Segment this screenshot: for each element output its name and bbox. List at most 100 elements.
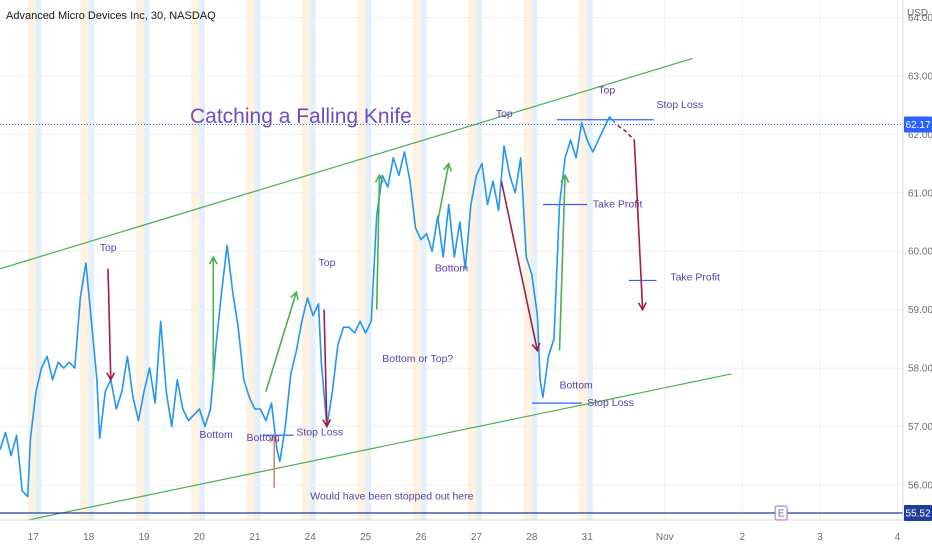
session-bands bbox=[27, 0, 593, 520]
session-band-blue bbox=[144, 0, 150, 520]
trend-arrow-head bbox=[560, 173, 570, 183]
y-tick-label: 62.00 bbox=[908, 130, 932, 141]
session-band-orange bbox=[191, 0, 200, 520]
annotation-label: Take Profit bbox=[593, 198, 643, 210]
session-band-blue bbox=[365, 0, 372, 520]
channel-lines bbox=[0, 57, 732, 527]
currency-label: USD bbox=[907, 8, 928, 19]
y-tick-label: 57.00 bbox=[908, 422, 932, 433]
x-tick-label: 26 bbox=[415, 532, 427, 543]
trend-arrow-shaft bbox=[436, 163, 450, 223]
earnings-event-label: E bbox=[778, 508, 785, 519]
annotation-label: Bottom bbox=[435, 263, 469, 275]
annotation-label: Take Profit bbox=[670, 271, 720, 283]
session-band-blue bbox=[531, 0, 538, 520]
session-band-blue bbox=[88, 0, 95, 520]
level-marks bbox=[0, 119, 903, 514]
grid-lines bbox=[0, 0, 903, 520]
session-band-blue bbox=[587, 0, 593, 520]
session-band-orange bbox=[468, 0, 477, 520]
x-tick-label: 2 bbox=[740, 532, 746, 543]
y-tick-label: 64.00 bbox=[908, 13, 932, 24]
annotation-label: Bottom or Top? bbox=[382, 353, 453, 365]
x-tick-label: 20 bbox=[194, 532, 206, 543]
x-tick-label: Nov bbox=[656, 532, 674, 543]
x-tick-label: 28 bbox=[526, 532, 538, 543]
annotation-label: Would have been stopped out here bbox=[310, 491, 473, 503]
trend-arrow-head bbox=[322, 419, 332, 429]
earnings-event-badge bbox=[774, 505, 788, 521]
x-tick-label: 27 bbox=[471, 532, 483, 543]
projection-dashed-line bbox=[617, 124, 635, 141]
price-series bbox=[0, 116, 616, 498]
session-band-blue bbox=[476, 0, 482, 520]
annotation-label: Top bbox=[319, 257, 336, 269]
session-band-orange bbox=[301, 0, 311, 520]
annotation-label: Top bbox=[598, 84, 615, 96]
trend-arrow-head bbox=[290, 290, 299, 301]
trend-arrow-shaft bbox=[265, 291, 298, 392]
time-axis-background bbox=[0, 520, 932, 550]
trend-arrow-head bbox=[269, 433, 279, 443]
price-axis-background bbox=[903, 0, 932, 550]
current-price-badge-bg bbox=[904, 116, 932, 133]
session-band-blue bbox=[199, 0, 205, 520]
session-band-orange bbox=[246, 0, 255, 520]
trend-arrow-head bbox=[374, 173, 384, 183]
trend-arrow-head bbox=[443, 161, 452, 172]
x-tick-label: 4 bbox=[895, 532, 901, 543]
trend-arrow-shaft bbox=[375, 175, 381, 310]
annotation-label: Stop Loss bbox=[656, 99, 703, 111]
current-price-badge: 62.17 bbox=[905, 120, 930, 131]
session-band-blue bbox=[310, 0, 316, 520]
x-tick-label: 3 bbox=[817, 532, 823, 543]
annotation-label: Top bbox=[100, 242, 117, 254]
chart-title: Catching a Falling Knife bbox=[190, 105, 412, 128]
session-band-blue bbox=[36, 0, 42, 520]
x-tick-label: 25 bbox=[360, 532, 372, 543]
trend-arrow-head bbox=[637, 302, 647, 312]
x-tick-label: 24 bbox=[305, 532, 317, 543]
annotation-label: Bottom bbox=[560, 380, 594, 392]
y-tick-label: 59.00 bbox=[908, 305, 932, 316]
session-band-orange bbox=[412, 0, 422, 520]
trend-arrow-shaft bbox=[633, 140, 644, 310]
trend-arrow-head bbox=[208, 255, 218, 265]
trend-arrow-head bbox=[106, 372, 116, 382]
annotation-label: Bottom bbox=[199, 429, 233, 441]
session-band-orange bbox=[27, 0, 37, 520]
channel-line bbox=[0, 57, 693, 270]
y-tick-label: 58.00 bbox=[908, 364, 932, 375]
session-band-blue bbox=[254, 0, 261, 520]
y-tick-label: 63.00 bbox=[908, 71, 932, 82]
chart-annotations: Top Bottom Bottom Stop Loss Would have been … bbox=[100, 84, 720, 502]
y-tick-label: 61.00 bbox=[908, 188, 932, 199]
y-tick-label: 60.00 bbox=[908, 247, 932, 258]
y-tick-label: 56.00 bbox=[908, 480, 932, 491]
trend-arrow-shaft bbox=[500, 180, 539, 351]
annotation-label: Stop Loss bbox=[587, 397, 634, 409]
price-line bbox=[0, 116, 616, 498]
session-band-blue bbox=[421, 0, 427, 520]
session-band-orange bbox=[578, 0, 588, 520]
x-tick-label: 21 bbox=[249, 532, 261, 543]
trend-arrow-shaft bbox=[558, 175, 566, 351]
symbol-label[interactable]: Advanced Micro Devices Inc, 30, NASDAQ bbox=[6, 10, 216, 22]
session-band-orange bbox=[135, 0, 145, 520]
trend-arrow-head bbox=[531, 342, 541, 353]
session-band-orange bbox=[80, 0, 89, 520]
x-tick-label: 19 bbox=[138, 532, 150, 543]
session-band-orange bbox=[357, 0, 366, 520]
annotation-label: Bottom bbox=[247, 432, 281, 444]
x-tick-label: 17 bbox=[28, 532, 40, 543]
low-price-badge: 55.52 bbox=[905, 508, 930, 519]
annotation-label: Top bbox=[496, 108, 513, 120]
trend-arrows bbox=[106, 124, 647, 488]
channel-line bbox=[0, 373, 732, 527]
low-price-badge-bg bbox=[904, 504, 932, 521]
trend-arrow-shaft bbox=[323, 309, 328, 427]
